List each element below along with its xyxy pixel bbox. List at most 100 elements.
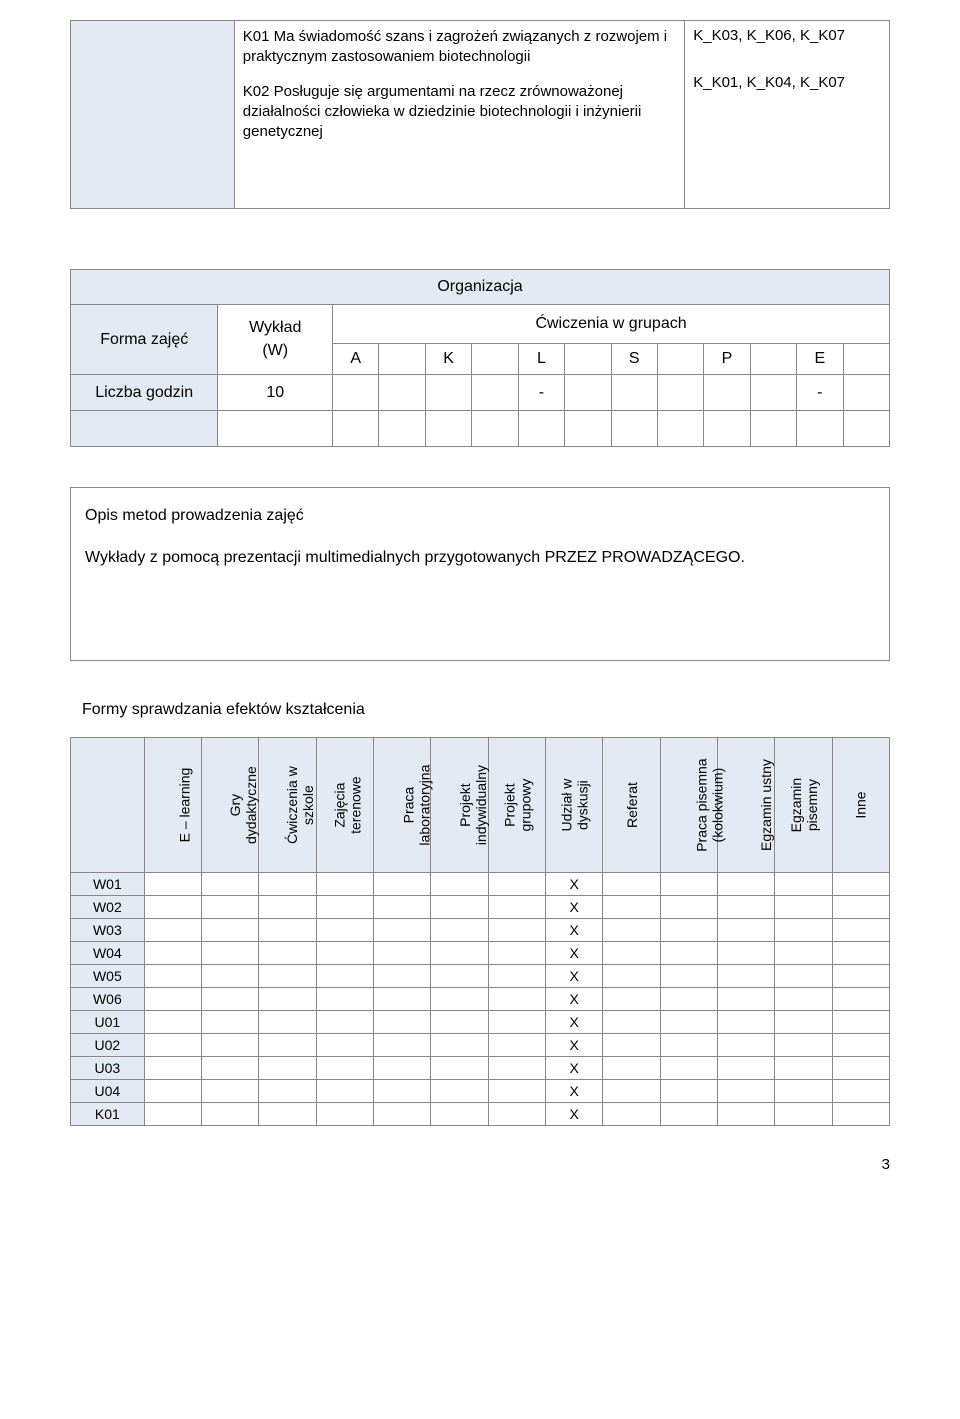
assessment-cell (832, 965, 889, 988)
assessment-forms-title: Formy sprawdzania efektów kształcenia (82, 701, 890, 719)
assessment-cell (660, 1011, 717, 1034)
organisation-table: Organizacja Forma zajęć Wykład (W) Ćwicz… (70, 269, 890, 447)
assessment-cell: X (546, 896, 603, 919)
assessment-cell (775, 965, 832, 988)
hours-lecture: 10 (218, 375, 333, 411)
assessment-row-label: U03 (71, 1057, 145, 1080)
assessment-cell (316, 988, 373, 1011)
assessment-cell (603, 1034, 660, 1057)
assessment-cell (431, 942, 488, 965)
assessment-row-label: U01 (71, 1011, 145, 1034)
assessment-row-label: U02 (71, 1034, 145, 1057)
assessment-cell (488, 1034, 545, 1057)
assessment-cell (144, 1057, 201, 1080)
hours-l: - (518, 375, 564, 411)
col-a: A (333, 344, 379, 375)
assessment-cell (603, 873, 660, 896)
assessment-cell: X (546, 919, 603, 942)
assessment-row-label: W06 (71, 988, 145, 1011)
assessment-row-label: W01 (71, 873, 145, 896)
assessment-cell (259, 1103, 316, 1126)
page-number: 3 (0, 1126, 960, 1183)
assessment-cell (775, 896, 832, 919)
assessment-cell (202, 1057, 259, 1080)
assessment-cell (259, 1011, 316, 1034)
assessment-cell (488, 1103, 545, 1126)
assessment-row-label: W05 (71, 965, 145, 988)
assessment-cell (660, 1103, 717, 1126)
assessment-cell (832, 942, 889, 965)
assessment-cell (717, 919, 774, 942)
assessment-cell (316, 896, 373, 919)
assessment-cell (717, 1057, 774, 1080)
assessment-cell (431, 919, 488, 942)
assessment-cell (717, 1103, 774, 1126)
assessment-cell: X (546, 1103, 603, 1126)
col-s: S (611, 344, 657, 375)
assessment-cell (431, 1011, 488, 1034)
assessment-cell (603, 988, 660, 1011)
assessment-cell (717, 896, 774, 919)
assessment-cell (717, 965, 774, 988)
assessment-cell (202, 1080, 259, 1103)
assessment-cell (374, 988, 431, 1011)
outcome-k02-codes: K_K01, K_K04, K_K07 (693, 74, 881, 91)
assessment-cell (374, 896, 431, 919)
outcomes-table: K01 Ma świadomość szans i zagrożeń związ… (70, 20, 890, 209)
assessment-cell (488, 942, 545, 965)
assessment-col-header: Projektgrupowy (488, 738, 545, 873)
assessment-cell (488, 1080, 545, 1103)
assessment-cell (775, 942, 832, 965)
assessment-cell (316, 1011, 373, 1034)
assessment-cell (374, 1011, 431, 1034)
assessment-cell (832, 896, 889, 919)
assessment-cell (832, 1034, 889, 1057)
assessment-cell (488, 919, 545, 942)
assessment-cell (202, 988, 259, 1011)
assessment-cell (775, 1057, 832, 1080)
assessment-col-header: Projektindywidualny (431, 738, 488, 873)
outcomes-codes-cell: K_K03, K_K06, K_K07 K_K01, K_K04, K_K07 (685, 21, 890, 209)
assessment-cell (488, 988, 545, 1011)
assessment-cell (431, 1103, 488, 1126)
assessment-cell (259, 896, 316, 919)
assessment-cell (775, 1011, 832, 1034)
assessment-cell (259, 1057, 316, 1080)
assessment-cell (660, 1034, 717, 1057)
assessment-cell (144, 896, 201, 919)
assessment-cell (488, 1011, 545, 1034)
assessment-cell (660, 942, 717, 965)
assessment-cell (488, 896, 545, 919)
assessment-cell (374, 1034, 431, 1057)
assessment-cell (717, 1080, 774, 1103)
assessment-cell: X (546, 965, 603, 988)
assessment-cell (603, 896, 660, 919)
assessment-cell (431, 896, 488, 919)
outcome-k01-codes: K_K03, K_K06, K_K07 (693, 27, 881, 44)
assessment-col-header: Ćwiczenia wszkole (259, 738, 316, 873)
organisation-title: Organizacja (71, 270, 890, 305)
assessment-cell (775, 1103, 832, 1126)
assessment-cell (717, 988, 774, 1011)
form-label: Forma zajęć (71, 305, 218, 375)
assessment-cell: X (546, 873, 603, 896)
assessment-cell (144, 1103, 201, 1126)
assessment-cell (202, 873, 259, 896)
assessment-cell (832, 1057, 889, 1080)
assessment-row-label: W02 (71, 896, 145, 919)
assessment-cell (144, 1080, 201, 1103)
assessment-col-header: Udział wdyskusji (546, 738, 603, 873)
assessment-col-header: Referat (603, 738, 660, 873)
assessment-row-label: W03 (71, 919, 145, 942)
assessment-col-header: Inne (832, 738, 889, 873)
assessment-cell (832, 1080, 889, 1103)
assessment-cell: X (546, 1034, 603, 1057)
assessment-cell (316, 1103, 373, 1126)
assessment-cell (431, 1080, 488, 1103)
assessment-cell (144, 988, 201, 1011)
assessment-cell (603, 919, 660, 942)
assessment-cell (259, 1080, 316, 1103)
assessment-cell (202, 1103, 259, 1126)
assessment-cell (660, 988, 717, 1011)
assessment-cell (717, 1034, 774, 1057)
